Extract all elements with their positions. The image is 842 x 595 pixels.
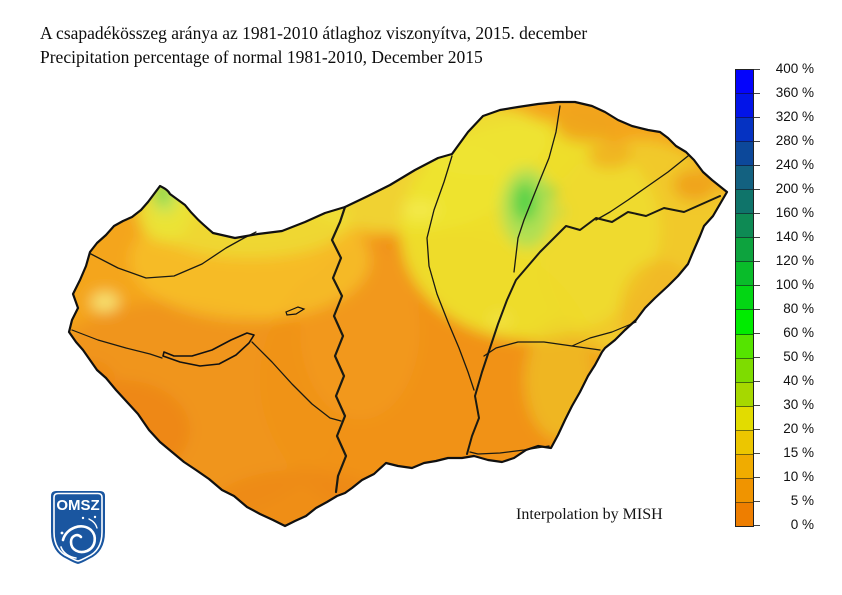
legend-tick xyxy=(754,477,760,478)
legend-tick xyxy=(754,117,760,118)
color-scale-legend: 400 % 360 % 320 % 280 % 240 % 200 % 160 % 140 %… xyxy=(735,61,825,532)
legend-color-segment xyxy=(736,238,753,263)
legend-label: 0 % xyxy=(790,517,814,532)
legend-color-segment xyxy=(736,142,753,167)
legend-color-segment xyxy=(736,358,753,383)
legend-color-segment xyxy=(736,94,753,119)
legend-bar xyxy=(735,69,754,527)
legend-label: 140 % xyxy=(775,229,814,244)
legend-tick xyxy=(754,501,760,502)
legend-tick xyxy=(754,69,760,70)
lake-balaton xyxy=(162,332,255,367)
legend-label: 100 % xyxy=(775,277,814,292)
title-line-english: Precipitation percentage of normal 1981-… xyxy=(40,47,483,67)
river-koros xyxy=(483,341,601,357)
river-sio xyxy=(251,341,342,422)
legend-label: 240 % xyxy=(775,157,814,172)
legend-tick xyxy=(754,405,760,406)
legend-tick xyxy=(754,309,760,310)
legend-label: 40 % xyxy=(783,373,814,388)
legend-tick xyxy=(754,357,760,358)
logo-inner-border xyxy=(53,492,103,562)
omsz-logo-svg: OMSZ xyxy=(51,491,105,564)
map-color-field xyxy=(69,102,727,526)
legend-label: 80 % xyxy=(783,301,814,316)
legend-label: 320 % xyxy=(775,109,814,124)
legend-color-segment xyxy=(736,310,753,335)
legend-color-segment xyxy=(736,406,753,431)
legend-label: 15 % xyxy=(783,445,814,460)
legend-color-segment xyxy=(736,454,753,479)
hungary-outline xyxy=(67,100,729,528)
legend-label: 120 % xyxy=(775,253,814,268)
green-spot-northeast xyxy=(513,182,537,222)
legend-label: 160 % xyxy=(775,205,814,220)
legend-label: 50 % xyxy=(783,349,814,364)
legend-label: 30 % xyxy=(783,397,814,412)
legend-tick xyxy=(754,429,760,430)
legend-color-segment xyxy=(736,334,753,359)
river-zala xyxy=(71,329,163,359)
legend-label: 200 % xyxy=(775,181,814,196)
legend-color-segment xyxy=(736,382,753,407)
omsz-logo: OMSZ xyxy=(49,489,107,567)
legend-labels: 400 % 360 % 320 % 280 % 240 % 200 % 160 % 140 %… xyxy=(754,61,824,532)
legend-color-segment xyxy=(736,190,753,215)
legend-label: 400 % xyxy=(775,61,814,76)
river-bodrog xyxy=(595,155,689,221)
river-tisza xyxy=(466,195,721,455)
legend-color-segment xyxy=(736,166,753,191)
legend-color-segment xyxy=(736,70,753,95)
legend-tick xyxy=(754,333,760,334)
lake-velence xyxy=(285,306,306,316)
legend-label: 280 % xyxy=(775,133,814,148)
legend-label: 5 % xyxy=(790,493,814,508)
legend-tick xyxy=(754,189,760,190)
legend-tick xyxy=(754,141,760,142)
legend-color-segment xyxy=(736,262,753,287)
green-spot-northwest xyxy=(156,182,168,202)
logo-text: OMSZ xyxy=(56,497,99,514)
legend-color-segment xyxy=(736,478,753,503)
river-danube xyxy=(330,205,348,494)
legend-label: 60 % xyxy=(783,325,814,340)
map-svg xyxy=(67,100,729,528)
legend-color-segment xyxy=(736,286,753,311)
legend-color-segment xyxy=(736,118,753,143)
logo-wave-icon xyxy=(60,515,98,559)
river-koros-branch xyxy=(571,321,637,347)
legend-label: 10 % xyxy=(783,469,814,484)
legend-tick xyxy=(754,525,760,526)
map-title: A csapadékösszeg aránya az 1981-2010 átl… xyxy=(40,21,587,69)
legend-tick xyxy=(754,165,760,166)
legend-tick xyxy=(754,285,760,286)
legend-tick xyxy=(754,381,760,382)
legend-tick xyxy=(754,237,760,238)
river-zagyva xyxy=(426,155,475,391)
hungary-map xyxy=(0,80,760,560)
river-raba xyxy=(90,231,257,279)
title-line-hungarian: A csapadékösszeg aránya az 1981-2010 átl… xyxy=(40,23,588,43)
interpolation-note: Interpolation by MISH xyxy=(516,506,663,523)
legend-tick xyxy=(754,93,760,94)
legend-tick xyxy=(754,453,760,454)
river-sajo xyxy=(513,105,561,273)
legend-color-segment xyxy=(736,430,753,455)
legend-tick xyxy=(754,213,760,214)
legend-tick xyxy=(754,261,760,262)
legend-color-segment xyxy=(736,502,753,526)
legend-label: 360 % xyxy=(775,85,814,100)
legend-label: 20 % xyxy=(783,421,814,436)
legend-color-segment xyxy=(736,214,753,239)
